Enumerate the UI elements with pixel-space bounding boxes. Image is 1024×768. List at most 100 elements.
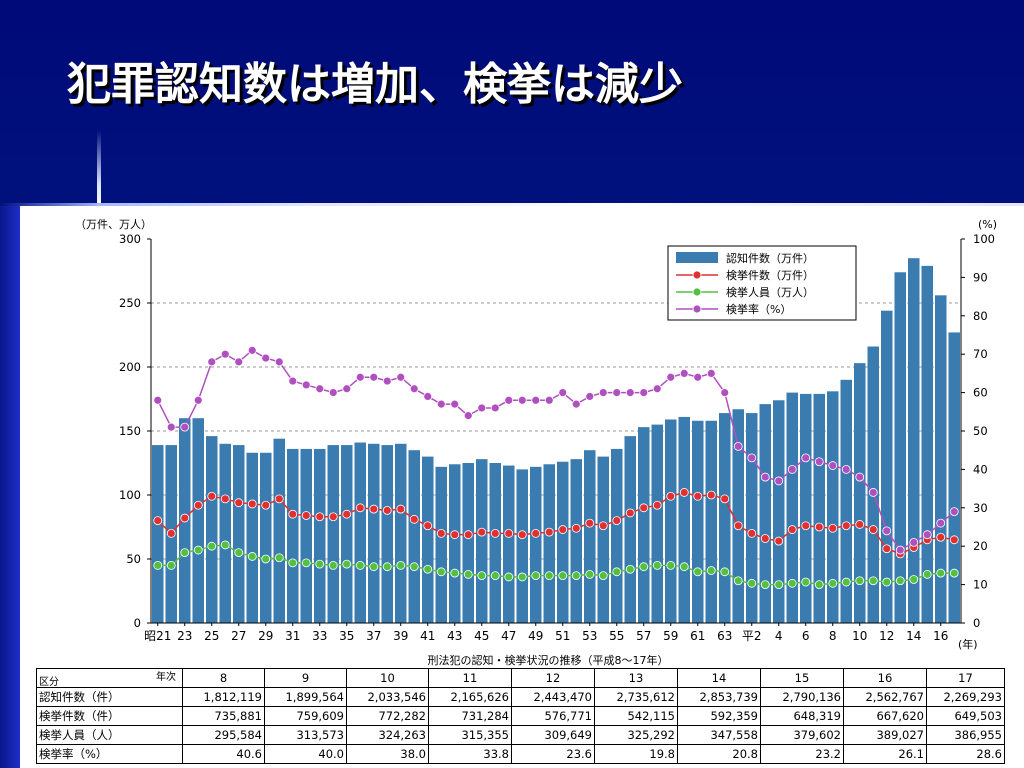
- bar: [516, 469, 528, 623]
- line-point-rate: [814, 457, 824, 467]
- table-header-row: 年次 区分 8 9 10 11 12 13 14 15 16 17: [36, 668, 1005, 688]
- line-point-arrests: [288, 509, 298, 519]
- bar: [813, 393, 825, 623]
- line-point-persons: [598, 571, 608, 581]
- bar: [408, 450, 420, 623]
- x-tick-label: 53: [582, 629, 597, 643]
- line-point-persons: [693, 567, 703, 577]
- line-point-persons: [544, 571, 554, 581]
- bar: [449, 464, 461, 623]
- table-cell: 735,881: [182, 706, 265, 726]
- line-point-rate: [787, 464, 797, 474]
- line-point-persons: [261, 554, 271, 564]
- x-tick-label: 61: [690, 629, 705, 643]
- table-cell: 2,443,470: [511, 687, 595, 707]
- table-corner-cell: 年次 区分: [36, 668, 183, 688]
- year-cell: 13: [594, 668, 678, 688]
- bar: [651, 424, 663, 623]
- line-point-persons: [679, 562, 689, 572]
- line-point-persons: [207, 541, 217, 551]
- line-point-rate: [733, 441, 743, 451]
- year-cell: 8: [182, 668, 265, 688]
- line-point-rate: [274, 357, 284, 367]
- line-point-arrests: [207, 491, 217, 501]
- line-point-rate: [328, 388, 338, 398]
- x-tick-label: 43: [447, 629, 462, 643]
- x-tick-label: 23: [177, 629, 192, 643]
- table-cell: 648,319: [760, 706, 844, 726]
- bar: [219, 443, 231, 623]
- bar: [881, 310, 893, 623]
- line-point-arrests: [733, 521, 743, 531]
- line-point-rate: [882, 526, 892, 536]
- left-tick-label: 100: [119, 488, 141, 502]
- line-point-arrests: [747, 529, 757, 538]
- line-point-arrests: [409, 514, 419, 524]
- line-point-arrests: [679, 488, 689, 497]
- x-tick-label: 14: [906, 629, 921, 643]
- table-cell: 1,899,564: [264, 687, 347, 707]
- bar: [246, 452, 258, 623]
- right-tick-label: 80: [973, 309, 988, 323]
- corner-category-label: 区分: [39, 677, 59, 688]
- table-cell: 23.2: [760, 744, 844, 764]
- line-point-persons: [382, 562, 392, 572]
- line-point-persons: [504, 572, 514, 582]
- x-tick-label: 27: [231, 629, 246, 643]
- table-cell: 649,503: [926, 706, 1005, 726]
- line-point-rate: [585, 392, 595, 401]
- line-point-persons: [625, 564, 635, 574]
- bar: [260, 452, 272, 623]
- line-point-rate: [544, 395, 554, 405]
- left-tick-label: 200: [119, 360, 141, 374]
- bar: [395, 443, 407, 623]
- bar: [422, 456, 434, 623]
- line-point-arrests: [720, 494, 730, 504]
- decor-vertical-line: [97, 130, 101, 208]
- table-cell: 542,115: [594, 706, 678, 726]
- line-point-persons: [909, 575, 919, 584]
- line-point-rate: [315, 384, 325, 394]
- line-point-persons: [774, 580, 784, 589]
- table-cell: 26.1: [843, 744, 927, 764]
- table-cell: 19.8: [594, 744, 678, 764]
- bar: [300, 448, 312, 623]
- x-tick-label: 29: [258, 629, 273, 643]
- x-tick-label: 10: [852, 629, 867, 643]
- table-cell: 2,735,612: [594, 687, 678, 707]
- table-row: 検挙件数（件） 735,881 759,609 772,282 731,284 576,7…: [36, 706, 1005, 726]
- table-cell: 23.6: [511, 744, 595, 764]
- year-cell: 10: [346, 668, 429, 688]
- row-label: 検挙件数（件）: [36, 706, 183, 726]
- table-cell: 386,955: [926, 725, 1005, 745]
- right-tick-label: 40: [973, 462, 988, 476]
- line-point-persons: [436, 567, 446, 577]
- table-cell: 2,269,293: [926, 687, 1005, 707]
- line-point-arrests: [666, 491, 676, 501]
- x-tick-label: 16: [933, 629, 948, 643]
- bar: [854, 363, 866, 623]
- bar: [732, 409, 744, 623]
- line-point-persons: [288, 558, 298, 568]
- line-point-arrests: [504, 529, 514, 538]
- x-tick-label: 55: [609, 629, 624, 643]
- line-point-persons: [193, 545, 203, 555]
- line-point-arrests: [882, 544, 892, 554]
- legend-swatch-bar: [676, 252, 718, 263]
- line-point-persons: [733, 576, 743, 586]
- line-point-rate: [747, 453, 757, 463]
- bar: [948, 332, 960, 623]
- year-unit-label: (年): [958, 637, 978, 651]
- line-point-arrests: [949, 535, 959, 545]
- line-point-persons: [463, 569, 473, 579]
- bar: [273, 438, 285, 623]
- line-point-arrests: [571, 523, 581, 533]
- line-point-persons: [760, 580, 770, 589]
- line-point-arrests: [342, 509, 352, 519]
- bar: [894, 272, 906, 623]
- bar: [381, 445, 393, 623]
- x-tick-label: 31: [285, 629, 300, 643]
- table-cell: 33.8: [428, 744, 512, 764]
- bar: [678, 416, 690, 623]
- line-point-rate: [531, 395, 541, 405]
